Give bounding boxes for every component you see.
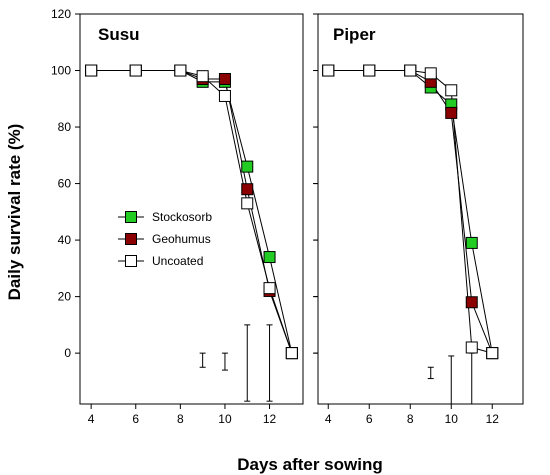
legend-label: Geohumus <box>152 232 211 246</box>
legend-item-stockosorb: Stockosorb <box>118 210 212 224</box>
data-point-uncoated <box>218 89 231 102</box>
x-tick-label: 8 <box>177 412 184 426</box>
series-line-uncoated <box>91 70 293 354</box>
y-tick-label: 20 <box>58 290 72 304</box>
x-tick-label: 4 <box>88 412 95 426</box>
error-bar <box>244 324 251 402</box>
error-bar <box>427 366 434 380</box>
y-tick-label: 60 <box>58 177 72 191</box>
panel-piper: 4 6 8 10 12 Piper <box>313 13 524 426</box>
error-bar <box>448 355 455 405</box>
data-point-uncoated <box>85 64 98 77</box>
series-line-stockosorb <box>328 70 493 354</box>
y-tick-label: 40 <box>58 233 72 247</box>
data-point-uncoated <box>129 64 142 77</box>
legend-label: Uncoated <box>152 254 203 268</box>
data-point-uncoated <box>196 70 209 83</box>
legend-item-uncoated: Uncoated <box>118 254 203 268</box>
data-point-uncoated <box>486 347 499 360</box>
x-tick-label: 6 <box>132 412 139 426</box>
y-tick-label: 100 <box>51 64 71 78</box>
panels-layer: 0 20 40 60 80 100 120 4 6 8 10 12 Susu 4 6 8 10 12 Piper St… <box>51 7 524 426</box>
panel-susu: 0 20 40 60 80 100 120 4 6 8 10 12 Susu <box>51 7 304 426</box>
panel-title: Piper <box>333 25 376 44</box>
x-tick-label: 12 <box>486 412 500 426</box>
x-axis-title: Days after sowing <box>237 455 383 474</box>
legend-marker <box>125 255 137 267</box>
error-bar <box>266 324 273 402</box>
data-point-uncoated <box>174 64 187 77</box>
panel-frame <box>79 13 304 405</box>
data-point-uncoated <box>404 64 417 77</box>
data-point-uncoated <box>363 64 376 77</box>
panel-frame <box>317 13 524 405</box>
x-tick-label: 8 <box>407 412 414 426</box>
x-tick-label: 6 <box>366 412 373 426</box>
data-point-stockosorb <box>241 160 254 173</box>
y-tick-label: 120 <box>51 7 71 21</box>
data-point-uncoated <box>241 197 254 210</box>
x-tick-label: 12 <box>263 412 277 426</box>
data-point-uncoated <box>263 282 276 295</box>
y-tick-label: 80 <box>58 120 72 134</box>
legend-marker <box>125 211 137 223</box>
data-point-geohumus <box>241 183 254 196</box>
y-axis-title: Daily survival rate (%) <box>5 124 24 301</box>
x-tick-label: 4 <box>325 412 332 426</box>
data-point-stockosorb <box>465 236 478 249</box>
data-point-uncoated <box>465 341 478 354</box>
data-point-uncoated <box>424 67 437 80</box>
data-point-uncoated <box>445 84 458 97</box>
data-point-geohumus <box>218 73 231 85</box>
data-point-geohumus <box>465 296 478 309</box>
legend-label: Stockosorb <box>152 210 212 224</box>
legend-item-geohumus: Geohumus <box>118 232 211 246</box>
data-point-uncoated <box>322 64 335 77</box>
error-bar <box>221 352 228 371</box>
legend: Stockosorb Geohumus Uncoated <box>118 210 212 268</box>
y-tick-label: 0 <box>64 346 71 360</box>
x-tick-label: 10 <box>445 412 459 426</box>
panel-title: Susu <box>98 25 140 44</box>
data-point-uncoated <box>285 347 298 360</box>
x-tick-label: 10 <box>218 412 232 426</box>
data-point-geohumus <box>445 106 458 119</box>
legend-marker <box>125 233 137 245</box>
error-bar <box>199 352 206 368</box>
data-point-stockosorb <box>263 251 276 264</box>
error-bar <box>468 352 475 405</box>
